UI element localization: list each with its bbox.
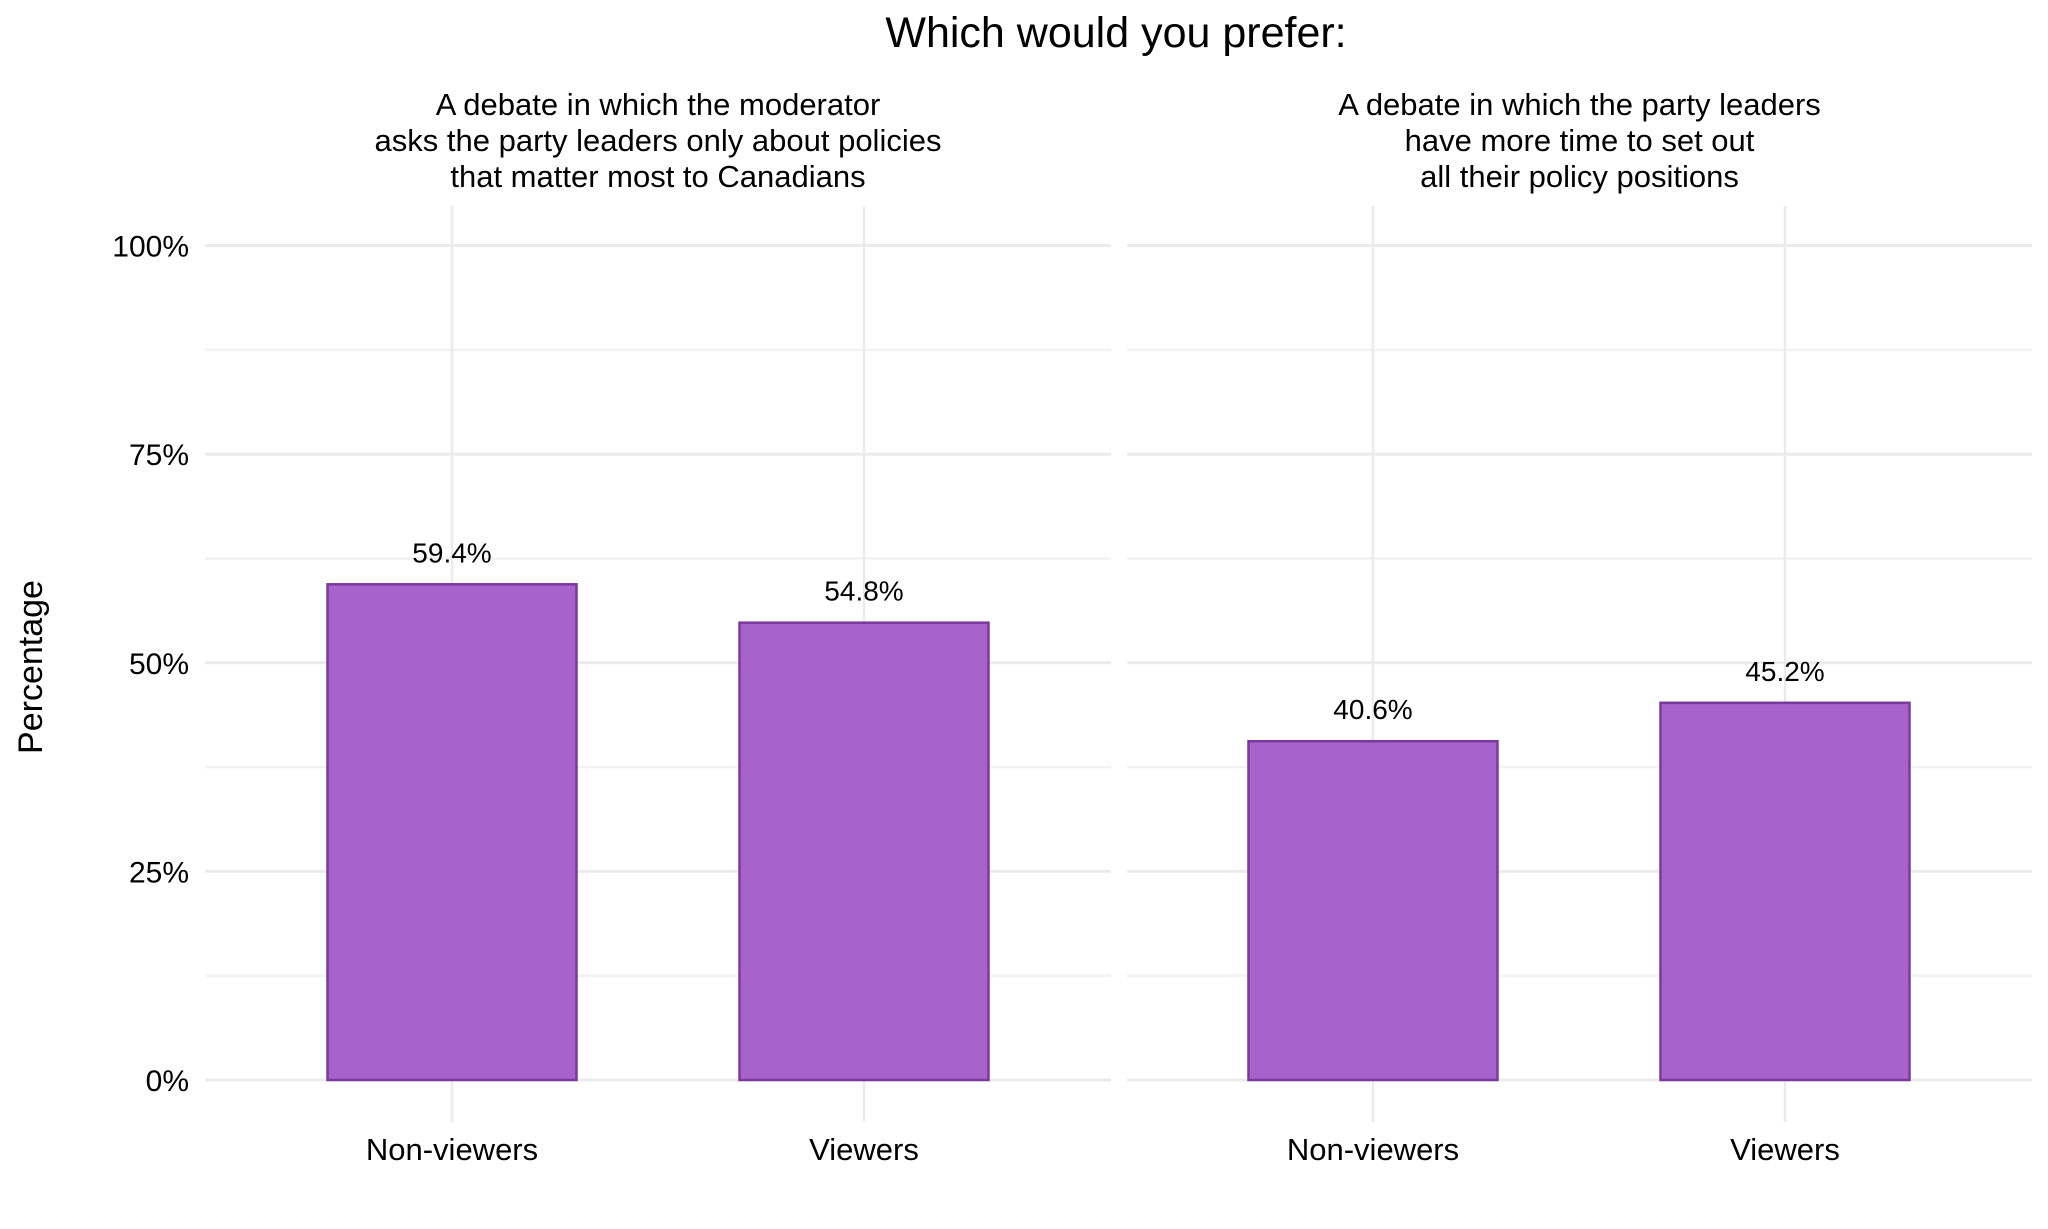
bar [1247, 739, 1499, 1082]
bar [1659, 701, 1911, 1082]
y-tick-label: 25% [129, 856, 189, 889]
y-axis-title: Percentage [12, 580, 50, 754]
y-tick-label: 75% [129, 439, 189, 472]
bar-value-label: 59.4% [412, 537, 491, 568]
x-tick-label: Viewers [1730, 1132, 1840, 1167]
bar [326, 583, 578, 1082]
x-tick-label: Non-viewers [366, 1132, 538, 1167]
facet-strip-label: that matter most to Canadians [450, 159, 865, 194]
y-tick-label: 100% [112, 231, 189, 264]
bar [738, 621, 990, 1082]
facet-strip-label: all their policy positions [1420, 159, 1739, 194]
facet-panel: A debate in which the party leadershave … [1127, 87, 2032, 1167]
facet-strip-label: asks the party leaders only about polici… [375, 123, 942, 158]
y-tick-label: 0% [146, 1065, 189, 1098]
facet-strip-label: have more time to set out [1405, 123, 1755, 158]
bar-value-label: 54.8% [824, 576, 903, 607]
y-tick-label: 50% [129, 648, 189, 681]
y-axis-ticks: 0% 25% 50% 75% 100% [112, 231, 189, 1099]
x-tick-label: Viewers [809, 1132, 919, 1167]
chart-title: Which would you prefer: [885, 9, 1346, 57]
facet-strip-label: A debate in which the party leaders [1338, 87, 1821, 122]
bar-value-label: 40.6% [1333, 694, 1412, 725]
x-tick-label: Non-viewers [1287, 1132, 1459, 1167]
facet-strip-label: A debate in which the moderator [436, 87, 881, 122]
bar-value-label: 45.2% [1745, 656, 1824, 687]
